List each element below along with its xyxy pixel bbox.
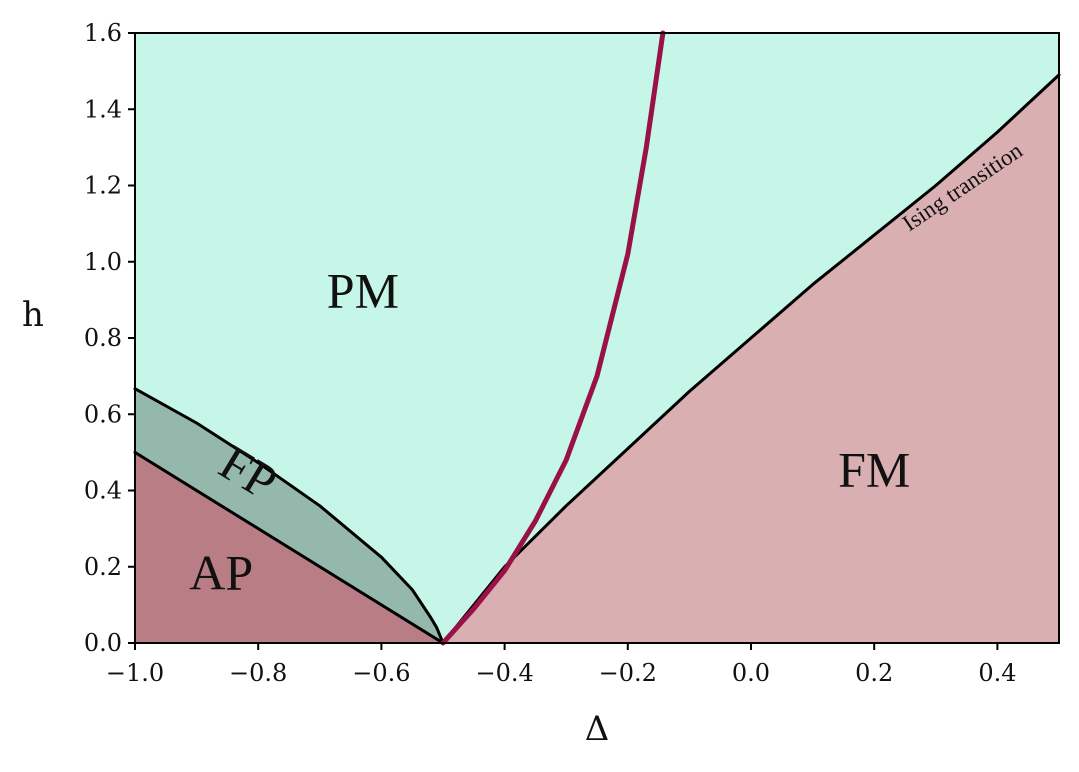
boundary-fp-pm — [133, 387, 445, 645]
y-axis-title: h — [22, 295, 44, 335]
y-tick-label: 1.6 — [84, 19, 122, 47]
y-tick-label: 0.6 — [84, 400, 122, 428]
x-tick-label: −0.4 — [475, 659, 533, 687]
region-fm — [443, 74, 1059, 643]
x-tick-label: −0.2 — [599, 659, 657, 687]
region-label-fm: FM — [838, 442, 910, 498]
boundary-ap-fp — [133, 450, 445, 645]
y-tick-label: 0.8 — [84, 324, 122, 352]
y-tick-label: 1.4 — [84, 95, 122, 123]
lines-layer — [133, 30, 1061, 646]
y-tick-label: 0.2 — [84, 553, 122, 581]
regions-layer — [135, 33, 1059, 643]
x-tick-label: 0.0 — [732, 659, 770, 687]
y-tick-label: 1.0 — [84, 248, 122, 276]
x-tick-label: 0.2 — [855, 659, 893, 687]
x-tick-label: 0.4 — [978, 659, 1016, 687]
ticks-layer: −1.0 −0.8 −0.6 −0.4 −0.2 0.0 0.2 0.4 0.0 0.2 0.4 0.… — [84, 19, 1017, 687]
region-label-pm: PM — [327, 263, 399, 319]
x-tick-label: −1.0 — [106, 659, 164, 687]
x-axis-title: Δ — [585, 709, 610, 749]
y-tick-label: 0.4 — [84, 477, 122, 505]
y-tick-label: 1.2 — [84, 172, 122, 200]
x-tick-label: −0.8 — [229, 659, 287, 687]
boundary-crimson-curve — [440, 30, 666, 646]
region-label-ap: AP — [189, 545, 253, 601]
x-tick-label: −0.6 — [352, 659, 410, 687]
y-tick-label: 0.0 — [84, 629, 122, 657]
region-fp — [135, 388, 443, 643]
